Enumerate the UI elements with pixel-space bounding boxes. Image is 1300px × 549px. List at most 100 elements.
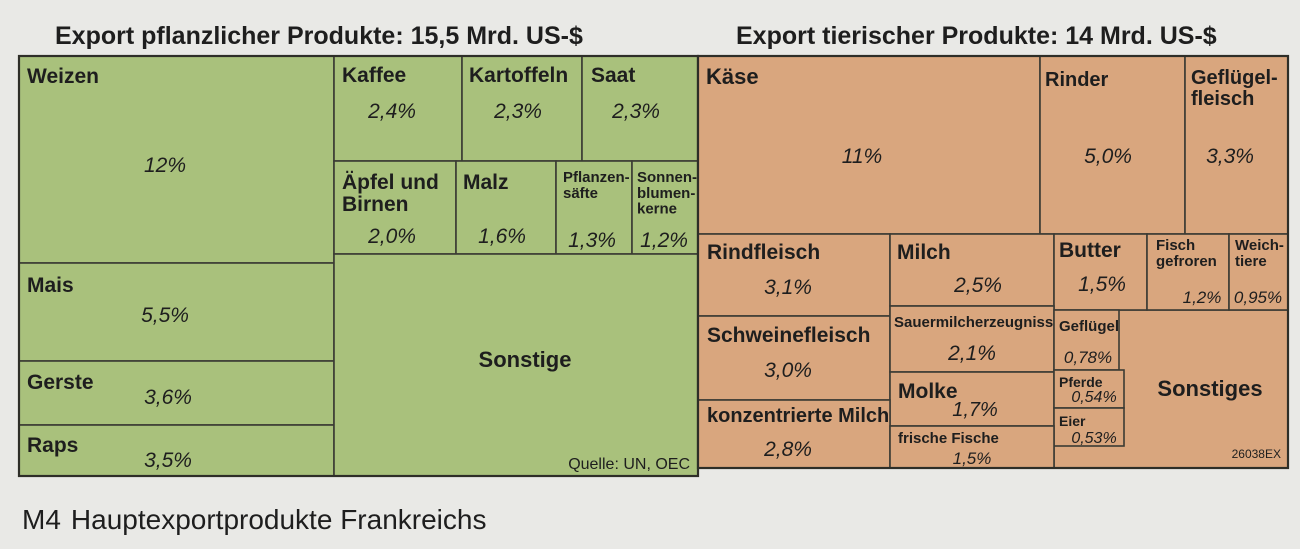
tile-value: 5,5% <box>141 304 189 327</box>
tile-value: 2,4% <box>367 100 416 123</box>
treemap-cell-gefluegel: Geflügel 0,78% <box>1053 309 1120 371</box>
treemap-tile <box>1039 55 1186 235</box>
tile-value: 1,7% <box>952 399 998 421</box>
treemap-cell-raps: Raps 3,5% <box>18 424 335 477</box>
treemap-cell-kaffee: Kaffee 2,4% <box>333 55 463 162</box>
treemap-tile <box>697 233 891 317</box>
tile-label: konzentrierte Milch <box>707 405 889 427</box>
treemap-tile <box>1053 233 1148 311</box>
tile-label: Mais <box>27 274 74 297</box>
treemap-tile <box>889 371 1055 427</box>
tile-value: 1,2% <box>640 229 688 252</box>
treemap-cell-sonstige: Sonstige <box>333 253 699 477</box>
tile-value: 3,6% <box>144 386 192 409</box>
tile-label: frische Fische <box>898 430 999 447</box>
tile-value: 0,53% <box>1071 430 1116 447</box>
figure-code: 26038EX <box>1232 447 1281 461</box>
tile-value: 12% <box>144 154 186 177</box>
tile-label: Schweinefleisch <box>707 324 870 347</box>
treemap-tile <box>333 160 457 255</box>
tile-value: 3,0% <box>764 359 812 382</box>
plant-export-title: Export pflanzlicher Produkte: 15,5 Mrd. … <box>55 22 583 50</box>
treemap-cell-fisch-gefroren: Fisch gefroren 1,2% <box>1146 233 1230 311</box>
treemap-tile <box>1184 55 1289 235</box>
tile-label: Geflügel-fleisch <box>1191 67 1278 110</box>
treemap-cell-mais: Mais 5,5% <box>18 262 335 362</box>
tile-value: 1,5% <box>1078 273 1126 296</box>
tile-label: Saat <box>591 64 635 87</box>
tile-label: Käse <box>706 64 759 89</box>
treemap-tile <box>333 55 463 162</box>
tile-label: Geflügel <box>1059 318 1119 335</box>
treemap-cell-malz: Malz 1,6% <box>455 160 557 255</box>
source-note: Quelle: UN, OEC <box>568 456 690 473</box>
tile-label: Sonnen-blumen-kerne <box>637 169 697 218</box>
treemap-cell-weizen: Weizen 12% <box>18 55 335 264</box>
tile-label: Butter <box>1059 239 1121 262</box>
treemap-cell-rindfleisch: Rindfleisch 3,1% <box>697 233 891 317</box>
tile-value: 3,1% <box>764 276 812 299</box>
treemap-cell-butter: Butter 1,5% <box>1053 233 1148 311</box>
treemap-cell-gerste: Gerste 3,6% <box>18 360 335 426</box>
treemap-cell-kaese: Käse 11% <box>697 55 1041 235</box>
tile-label: Raps <box>27 434 78 457</box>
treemap-cell-schweinefleisch: Schweinefleisch 3,0% <box>697 315 891 401</box>
tile-label: Eier <box>1059 413 1086 429</box>
tile-label: Rindfleisch <box>707 241 820 264</box>
tile-value: 5,0% <box>1084 145 1132 168</box>
tile-value: 11% <box>842 145 882 168</box>
tile-label: Kartoffeln <box>469 64 568 87</box>
tile-value: 2,1% <box>947 342 996 365</box>
treemap-cell-sauermilcherzeugnisse: Sauermilcherzeugnisse 2,1% <box>889 305 1062 373</box>
tile-value: 2,0% <box>367 225 416 248</box>
treemap-tile <box>889 425 1055 469</box>
treemap-tile <box>461 55 583 162</box>
group-frame <box>696 54 1290 470</box>
tile-label: Malz <box>463 171 509 194</box>
treemap-tile <box>697 315 891 401</box>
tile-label: Sonstige <box>479 347 572 372</box>
tile-label: Pflanzen-säfte <box>563 169 630 202</box>
tile-value: 1,6% <box>478 225 526 248</box>
tile-value: 0,78% <box>1064 348 1112 367</box>
treemap-tile <box>1228 233 1289 311</box>
tile-label: Rinder <box>1045 69 1109 91</box>
treemap-tile <box>697 55 1041 235</box>
treemap-cell-weich-tiere: Weich-tiere 0,95% <box>1228 233 1289 311</box>
tile-label: Fisch gefroren <box>1156 237 1217 270</box>
treemap-tile <box>333 253 699 477</box>
tile-label: Weich-tiere <box>1235 237 1284 270</box>
figure-caption: M4 Hauptexportprodukte Frankreichs <box>22 504 486 536</box>
treemap-tile <box>1053 309 1120 371</box>
tile-label: Sonstiges <box>1157 376 1262 401</box>
treemap-cell-saat: Saat 2,3% <box>581 55 699 162</box>
tile-label: Pferde <box>1059 374 1103 390</box>
tile-label: Kaffee <box>342 64 406 87</box>
treemap-tile <box>555 160 633 255</box>
figure-label: M4 <box>22 504 61 535</box>
animal-export-title: Export tierischer Produkte: 14 Mrd. US-$ <box>736 22 1217 50</box>
tile-label: Äpfel und Birnen <box>342 171 439 216</box>
treemap-cell-frische-fische: frische Fische 1,5% <box>889 425 1055 469</box>
tile-value: 2,3% <box>493 100 542 123</box>
tile-label: Weizen <box>27 65 99 88</box>
treemap-tile <box>581 55 699 162</box>
tile-value: 2,8% <box>763 438 812 461</box>
treemap-cell-konzentrierte-milch: konzentrierte Milch 2,8% <box>697 399 891 469</box>
treemap-tile <box>18 424 335 477</box>
tile-value: 1,2% <box>1183 288 1222 307</box>
treemap-tile <box>1146 233 1230 311</box>
tile-label: Milch <box>897 241 951 264</box>
treemap-cell-pflanzen-saefte: Pflanzen-säfte 1,3% <box>555 160 633 255</box>
tile-value: 2,5% <box>953 274 1002 297</box>
figure-caption-text: Hauptexportprodukte Frankreichs <box>70 504 487 535</box>
tile-value: 1,3% <box>568 229 616 252</box>
tile-label: Sauermilcherzeugnisse <box>894 314 1062 331</box>
treemap-group-plant: Weizen 12% Mais 5,5% Gerste 3,6% Raps 3,5% Kaffe… <box>17 54 700 478</box>
tile-value: 1,5% <box>953 449 992 468</box>
treemap-cell-sonnen-blumen-kerne: Sonnen-blumen-kerne 1,2% <box>631 160 699 255</box>
